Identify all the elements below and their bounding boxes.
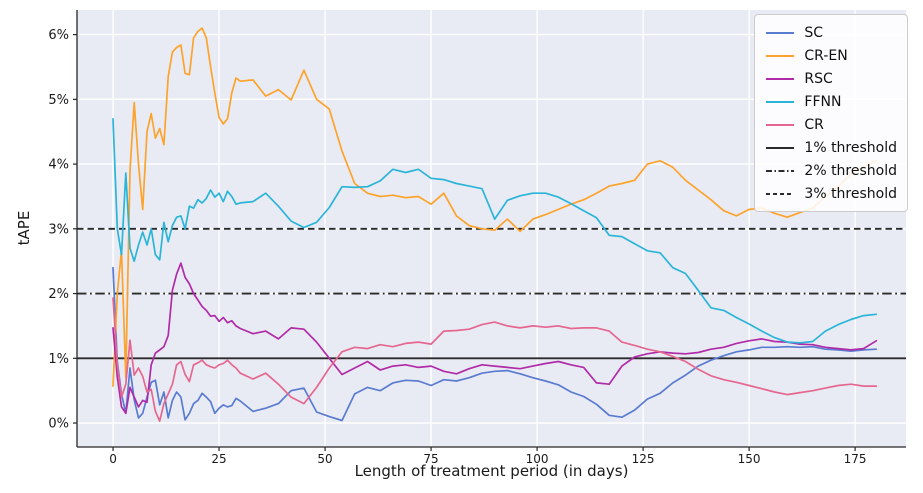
series-line-sc xyxy=(112,266,878,422)
legend-label: CR xyxy=(804,116,824,133)
legend-item-2-threshold: 2% threshold xyxy=(765,160,897,181)
legend-label: 3% threshold xyxy=(804,185,897,202)
x-tick-label: 50 xyxy=(317,452,332,466)
legend-item-cr-en: CR-EN xyxy=(765,45,897,66)
y-axis-label: tAPE xyxy=(15,210,33,246)
series-line-cr-en xyxy=(112,27,878,387)
series-line-ffnn xyxy=(112,117,878,344)
legend-label: 2% threshold xyxy=(804,162,897,179)
y-tick-label: 5% xyxy=(48,93,69,108)
legend-label: 1% threshold xyxy=(804,139,897,156)
legend-item-sc: SC xyxy=(765,22,897,43)
legend-swatch-rsc-icon xyxy=(766,77,795,80)
series-line-cr xyxy=(112,297,878,422)
legend-item-cr: CR xyxy=(765,114,897,135)
legend-swatch-ffnn-icon xyxy=(766,100,795,103)
legend-swatch-1-threshold-icon xyxy=(766,146,795,149)
legend-swatch-3-threshold-icon xyxy=(766,192,795,195)
x-tick-label: 100 xyxy=(526,452,549,466)
legend-item-ffnn: FFNN xyxy=(765,91,897,112)
y-tick-label: 6% xyxy=(48,28,69,43)
x-tick-label: 25 xyxy=(211,452,226,466)
x-tick-label: 175 xyxy=(844,452,867,466)
y-tick-label: 1% xyxy=(48,352,69,367)
legend-item-rsc: RSC xyxy=(765,68,897,89)
series-line-rsc xyxy=(112,262,878,415)
x-tick-label: 125 xyxy=(632,452,655,466)
legend-label: FFNN xyxy=(804,93,842,110)
legend-swatch-sc-icon xyxy=(766,31,795,34)
x-tick-label: 75 xyxy=(423,452,438,466)
x-tick-label: 150 xyxy=(738,452,761,466)
legend-item-3-threshold: 3% threshold xyxy=(765,183,897,204)
y-tick-label: 2% xyxy=(48,287,69,302)
x-axis-label: Length of treatment period (in days) xyxy=(354,462,629,480)
x-tick-label: 0 xyxy=(109,452,117,466)
legend-swatch-cr-icon xyxy=(766,123,795,126)
y-tick-label: 3% xyxy=(48,222,69,237)
legend-item-1-threshold: 1% threshold xyxy=(765,137,897,158)
y-tick-label: 4% xyxy=(48,158,69,173)
legend-swatch-2-threshold-icon xyxy=(766,169,795,172)
legend: SC CR-EN RSC FFNN CR 1% threshold 2% threshold… xyxy=(754,14,908,212)
y-tick-label: 0% xyxy=(48,417,69,432)
legend-swatch-cr-en-icon xyxy=(766,54,795,57)
legend-label: RSC xyxy=(804,70,833,87)
legend-label: CR-EN xyxy=(804,47,848,64)
legend-label: SC xyxy=(804,24,824,41)
